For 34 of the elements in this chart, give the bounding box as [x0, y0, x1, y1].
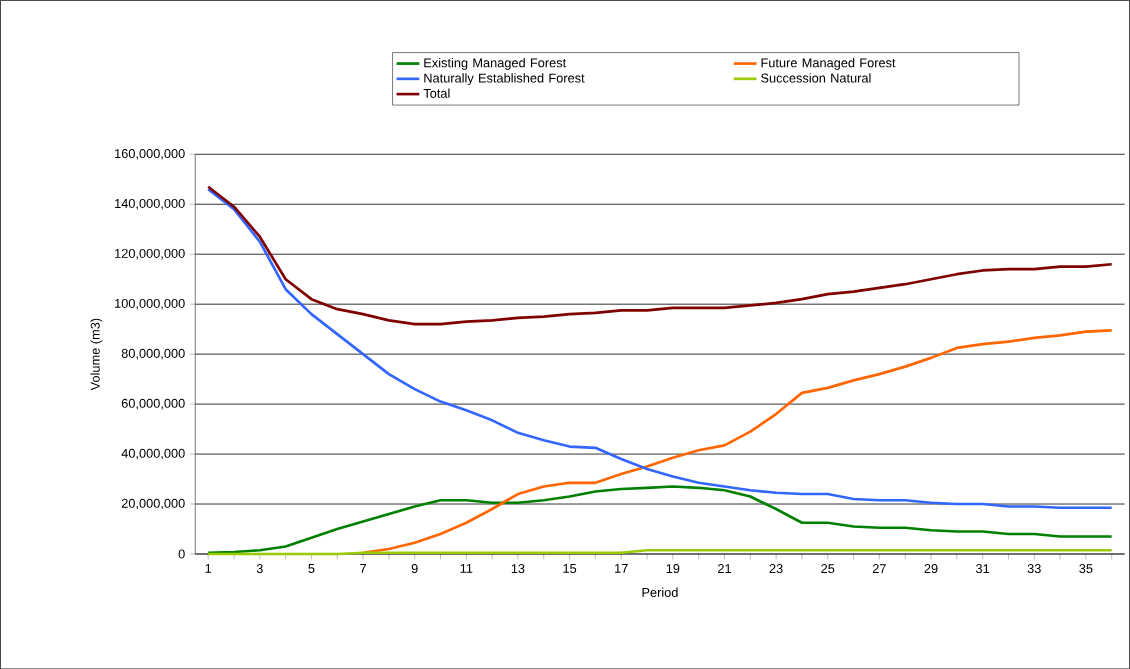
- x-tick-label: 31: [975, 563, 990, 573]
- legend-label: Naturally Established Forest: [424, 73, 585, 85]
- x-axis-title: Period: [642, 587, 678, 597]
- legend-label: Existing Managed Forest: [424, 57, 567, 70]
- y-axis-title: Volume (m3): [90, 318, 103, 391]
- x-tick-label: 27: [872, 563, 886, 573]
- x-tick-label: 23: [769, 563, 783, 573]
- x-tick-label: 13: [511, 563, 525, 573]
- y-tick-label: 60,000,000: [121, 398, 185, 410]
- x-tick-label: 19: [666, 563, 680, 573]
- legend-label: Total: [423, 88, 450, 98]
- x-tick-label: 3: [256, 563, 263, 573]
- x-tick-label: 1: [205, 563, 212, 573]
- x-tick-label: 25: [821, 563, 835, 573]
- y-tick-label: 20,000,000: [121, 498, 185, 510]
- x-tick-label: 17: [615, 563, 628, 573]
- legend-label: Succession Natural: [761, 73, 871, 83]
- x-tick-label: 11: [460, 563, 473, 573]
- x-tick-label: 35: [1079, 563, 1093, 573]
- x-tick-label: 5: [308, 563, 315, 573]
- y-tick-label: 140,000,000: [115, 198, 185, 210]
- x-tick-label: 29: [924, 563, 938, 573]
- y-tick-label: 40,000,000: [121, 448, 185, 460]
- x-tick-label: 9: [411, 563, 418, 573]
- y-tick-label: 160,000,000: [115, 148, 185, 160]
- x-tick-label: 21: [718, 563, 731, 573]
- legend-label: Future Managed Forest: [761, 57, 896, 70]
- y-tick-label: 0: [178, 549, 185, 559]
- x-tick-label: 33: [1027, 563, 1041, 573]
- y-tick-label: 120,000,000: [115, 248, 185, 260]
- x-tick-label: 7: [360, 563, 366, 573]
- x-tick-label: 15: [563, 563, 577, 573]
- y-tick-label: 80,000,000: [121, 348, 185, 360]
- y-tick-label: 100,000,000: [115, 298, 185, 310]
